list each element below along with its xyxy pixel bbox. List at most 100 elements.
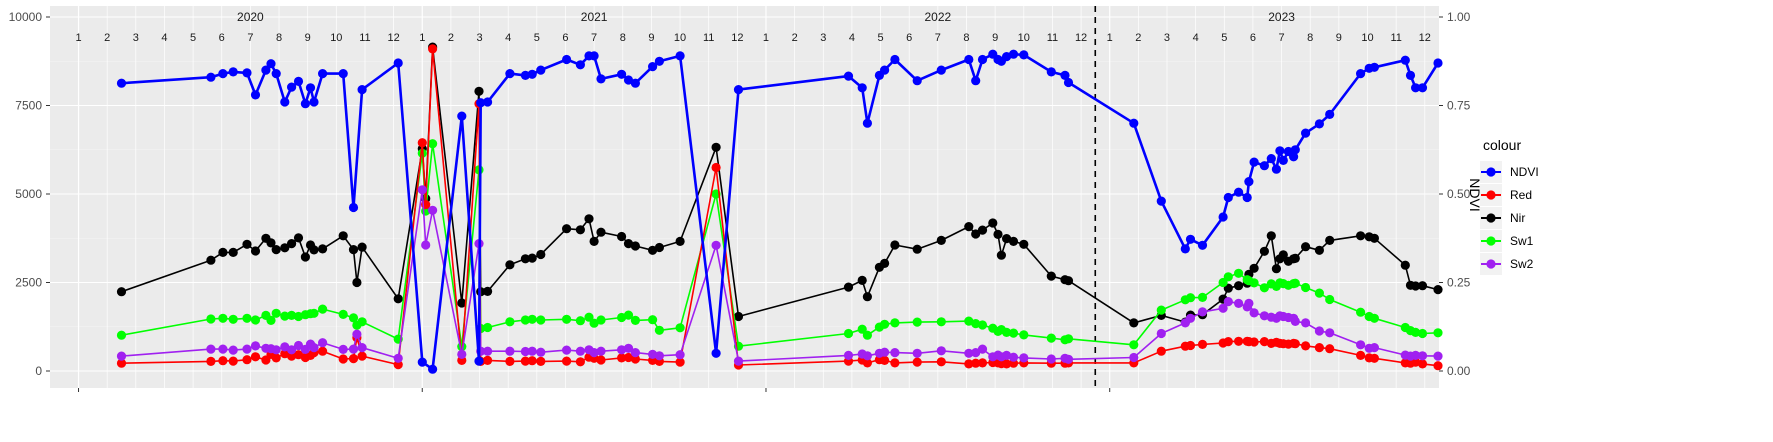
data-point-ndvi: [1197, 240, 1208, 250]
data-point-sw2: [1249, 308, 1259, 318]
month-label: 4: [849, 32, 855, 44]
data-point-nir: [293, 233, 304, 243]
legend-title: colour: [1483, 137, 1521, 153]
data-point-sw2: [206, 344, 216, 354]
data-point-nir: [862, 292, 873, 302]
data-point-sw1: [584, 312, 594, 322]
data-point-ndvi: [1234, 187, 1244, 197]
y-right-tick-label: 0.50: [1447, 187, 1471, 201]
data-point-sw1: [1314, 288, 1324, 298]
data-point-red: [1433, 361, 1443, 371]
legend-label-red: Red: [1510, 188, 1532, 202]
data-point-nir: [1290, 253, 1300, 263]
data-point-sw1: [617, 312, 627, 323]
data-point-red: [338, 354, 348, 364]
data-point-sw1: [1234, 268, 1244, 278]
data-point-red: [711, 162, 721, 173]
legend: colour NDVI Red Nir Sw1 Sw2: [1480, 137, 1539, 275]
data-point-sw2: [675, 350, 685, 360]
data-point-red: [675, 357, 685, 367]
data-point-red: [536, 356, 546, 366]
data-point-ndvi: [1063, 77, 1074, 88]
data-point-nir: [527, 253, 537, 263]
month-label: 5: [534, 32, 540, 44]
data-point-sw2: [357, 343, 367, 353]
month-label: 10: [330, 32, 342, 44]
data-point-ndvi: [843, 71, 854, 81]
y-right-tick-label: 0.00: [1447, 364, 1471, 378]
month-label: 1: [1107, 32, 1113, 44]
data-point-sw2: [1325, 328, 1335, 338]
data-point-sw2: [1197, 307, 1208, 317]
data-point-sw2: [293, 340, 304, 351]
data-point-nir: [993, 229, 1003, 239]
data-point-nir: [1063, 276, 1074, 286]
data-point-ndvi: [648, 62, 658, 72]
month-label: 2: [792, 32, 798, 44]
data-point-nir: [357, 242, 367, 252]
data-point-red: [218, 356, 228, 366]
data-point-ndvi: [505, 69, 515, 79]
data-point-red: [623, 352, 634, 363]
month-label: 8: [276, 32, 282, 44]
data-point-nir: [584, 214, 594, 224]
data-point-sw1: [250, 315, 261, 325]
data-point-nir: [977, 225, 988, 235]
month-label: 9: [992, 32, 998, 44]
data-point-sw2: [1063, 354, 1074, 364]
data-point-nir: [1400, 260, 1410, 270]
data-point-nir: [1314, 245, 1324, 255]
data-point-sw1: [309, 308, 319, 318]
data-point-nir: [711, 142, 721, 152]
data-point-sw1: [880, 319, 890, 329]
year-label: 2022: [924, 10, 951, 24]
panel-background: [50, 6, 1439, 388]
data-point-nir: [964, 222, 974, 232]
data-point-ndvi: [1417, 83, 1428, 93]
data-point-sw1: [271, 308, 281, 318]
data-point-ndvi: [428, 364, 438, 374]
data-point-nir: [536, 249, 546, 260]
data-point-ndvi: [287, 82, 297, 92]
data-point-ndvi: [1271, 164, 1281, 174]
data-point-red: [596, 355, 606, 365]
data-point-nir: [1325, 235, 1335, 245]
data-point-red: [206, 356, 216, 366]
data-point-nir: [1002, 234, 1012, 244]
data-point-nir: [654, 242, 665, 253]
data-point-sw2: [575, 346, 586, 356]
data-point-sw1: [1369, 313, 1379, 323]
data-point-sw2: [936, 346, 946, 356]
data-point-sw2: [862, 351, 873, 361]
data-point-ndvi: [1046, 67, 1056, 77]
month-label: 12: [731, 32, 743, 44]
y-right-tick-label: 0.75: [1447, 99, 1471, 113]
data-point-nir: [352, 277, 362, 288]
y-tick-label: 0: [35, 364, 42, 378]
data-point-red: [116, 358, 127, 368]
month-label: 7: [935, 32, 941, 44]
month-label: 6: [562, 32, 568, 44]
data-point-red: [1249, 337, 1259, 347]
month-label: 4: [161, 32, 167, 44]
data-point-ndvi: [1156, 196, 1166, 206]
data-point-sw2: [1369, 343, 1379, 353]
data-point-sw2: [417, 185, 427, 195]
month-label: 2: [448, 32, 454, 44]
data-point-ndvi: [242, 68, 252, 78]
data-point-sw1: [562, 314, 572, 324]
data-point-sw2: [505, 346, 515, 356]
data-point-ndvi: [116, 78, 127, 88]
data-point-sw1: [357, 317, 367, 327]
data-point-sw2: [1259, 311, 1269, 321]
data-point-ndvi: [711, 348, 721, 358]
data-point-ndvi: [623, 75, 634, 85]
data-point-red: [1223, 337, 1233, 347]
data-point-nir: [857, 275, 867, 285]
data-point-nir: [457, 298, 467, 308]
data-point-red: [890, 358, 900, 368]
month-label: 9: [648, 32, 654, 44]
y-tick-label: 2500: [15, 276, 42, 290]
series-nir: [116, 42, 1443, 328]
data-point-sw1: [1185, 293, 1196, 303]
